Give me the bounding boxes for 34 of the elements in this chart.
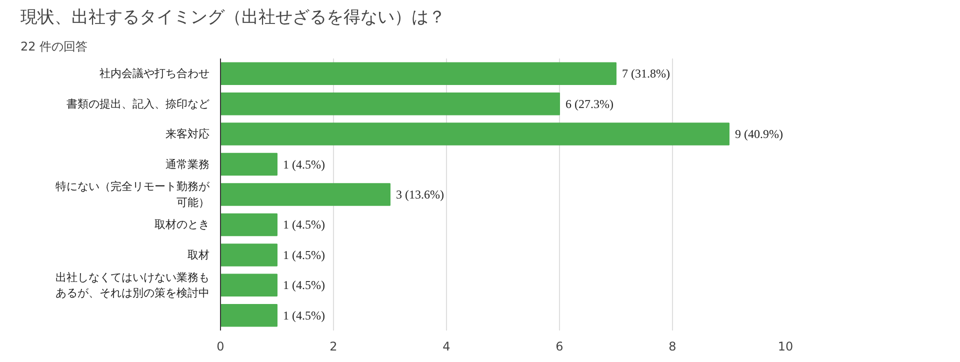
data-label: 1 (4.5%) (283, 278, 325, 292)
bar (220, 92, 560, 116)
text: 22 件の回答 (20, 40, 88, 54)
data-label: 1 (4.5%) (283, 248, 325, 262)
data-label: 1 (4.5%) (283, 218, 325, 232)
chart-title: 現状、出社するタイミング（出社せざるを得ない）は？ (20, 8, 446, 28)
bar (220, 304, 278, 327)
bar (220, 122, 730, 146)
x-tick-label: 2 (330, 340, 338, 354)
y-tick-label: 取材 (188, 248, 210, 262)
y-tick-label: 社内会議や打ち合わせ (100, 67, 210, 80)
bar (220, 183, 390, 206)
x-tick-label: 0 (216, 340, 224, 354)
bar (220, 62, 616, 85)
bar (220, 213, 278, 236)
y-tick-label: 来客対応 (166, 128, 210, 141)
x-tick-label: 6 (556, 340, 564, 354)
bar (220, 244, 278, 266)
x-tick-label: 10 (778, 340, 794, 354)
y-tick-label: 取材のとき (154, 218, 210, 232)
data-label: 6 (27.3%) (566, 96, 614, 111)
y-tick-label: 出社しなくてはいけない業務もあるが、それは別の策を検討中 (56, 270, 210, 300)
bar (220, 274, 278, 297)
data-label: 3 (13.6%) (396, 188, 444, 202)
y-tick-label: 特にない（完全リモート勤務が可能） (56, 180, 210, 209)
y-tick-label: 通常業務 (166, 158, 210, 171)
y-tick-label: 書類の提出、記入、捺印など (66, 97, 210, 110)
data-label: 1 (4.5%) (283, 308, 325, 322)
bar (220, 152, 278, 176)
data-label: 7 (31.8%) (622, 66, 670, 81)
data-label: 9 (40.9%) (735, 127, 783, 142)
x-tick-label: 8 (668, 340, 676, 354)
data-label: 1 (4.5%) (283, 157, 325, 172)
x-tick-label: 4 (442, 340, 450, 354)
